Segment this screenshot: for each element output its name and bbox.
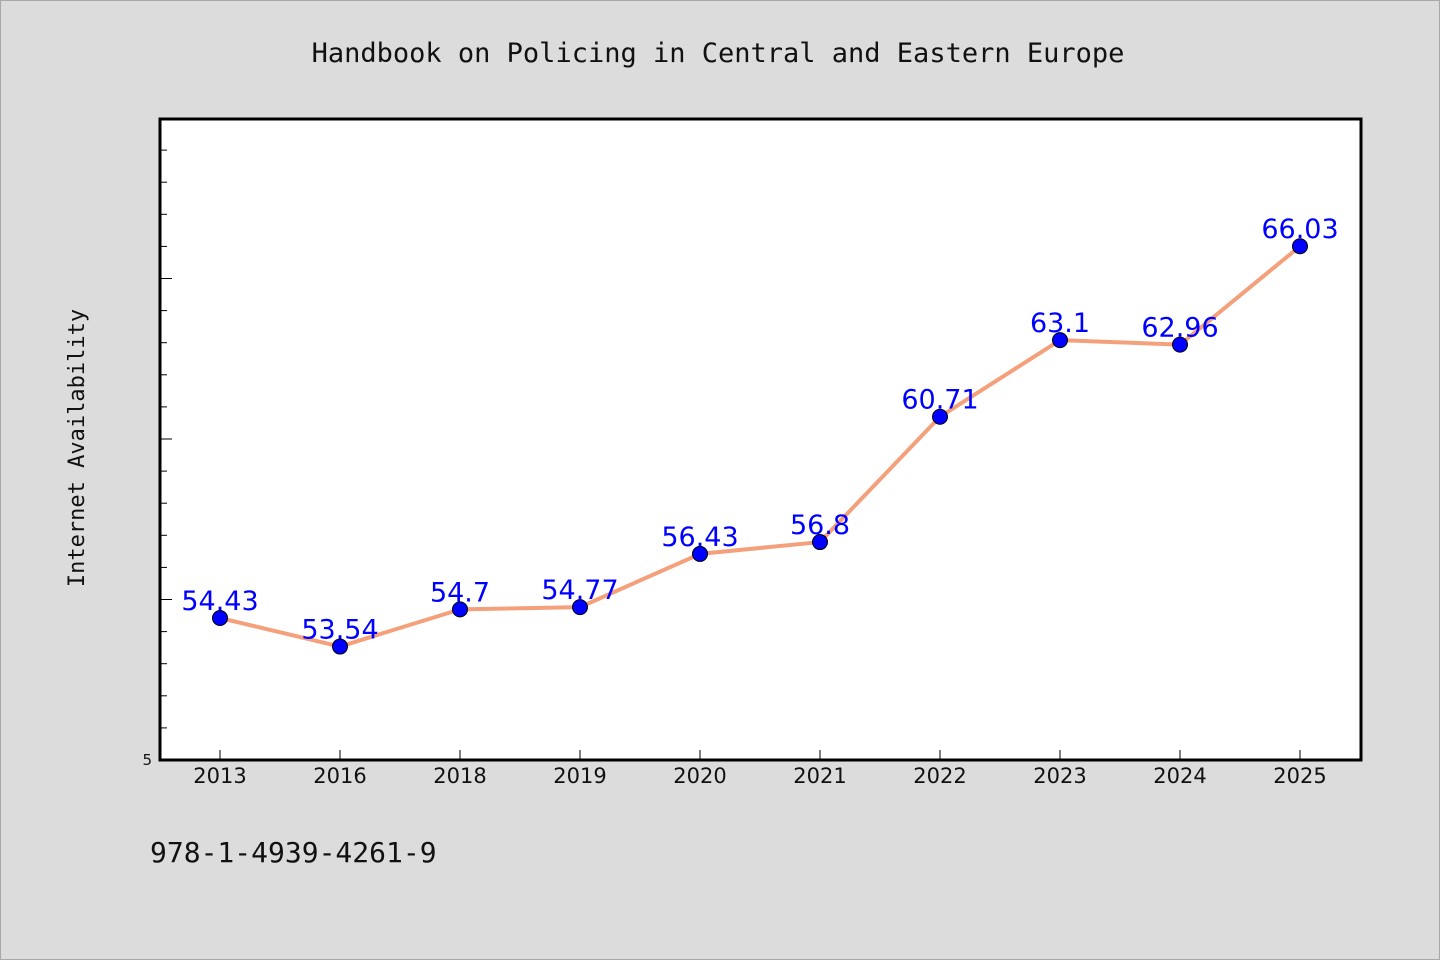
data-label: 60.71 — [901, 385, 978, 416]
data-label: 56.8 — [790, 510, 850, 541]
data-label: 56.43 — [661, 522, 738, 553]
chart-title: Handbook on Policing in Central and East… — [312, 38, 1125, 69]
data-point — [332, 638, 348, 655]
data-point — [932, 408, 948, 425]
x-tick-label: 2019 — [553, 764, 606, 788]
data-point — [1052, 332, 1068, 349]
y-axis-label: Internet Availability — [65, 309, 90, 587]
x-tick-label: 2022 — [913, 764, 966, 788]
data-label: 53.54 — [301, 615, 378, 646]
data-label: 54.43 — [181, 586, 258, 617]
data-point — [1172, 336, 1188, 353]
data-point — [812, 534, 828, 551]
data-point — [212, 610, 228, 627]
y-axis-ticks: 5 — [142, 149, 172, 769]
data-point — [692, 545, 708, 562]
data-label: 62.96 — [1141, 313, 1218, 344]
x-tick-label: 2025 — [1273, 764, 1326, 788]
data-label: 66.03 — [1261, 214, 1338, 245]
x-tick-label: 2024 — [1153, 764, 1206, 788]
x-tick-label: 2023 — [1033, 764, 1086, 788]
data-label: 63.1 — [1030, 308, 1090, 339]
data-labels: 54.43 53.54 54.7 54.77 56.43 56.8 60.71 63.1 62.… — [181, 214, 1338, 645]
x-tick-label: 2020 — [673, 764, 726, 788]
y-tick-label: 5 — [142, 751, 152, 769]
data-point — [452, 601, 468, 618]
footer-isbn: 978-1-4939-4261-9 — [150, 836, 437, 869]
data-label: 54.7 — [430, 577, 490, 608]
data-point — [1292, 238, 1308, 255]
data-label: 54.77 — [541, 575, 618, 606]
series-line-group — [212, 238, 1308, 655]
series-line — [218, 244, 1302, 649]
plot-area — [158, 117, 1363, 762]
data-point — [572, 599, 588, 616]
x-tick-label: 2013 — [193, 764, 246, 788]
x-tick-label: 2016 — [313, 764, 366, 788]
x-tick-label: 2018 — [433, 764, 486, 788]
x-axis-ticks: 2013 2016 2018 2019 2020 2021 2022 2023 2024 2025 — [193, 750, 1327, 788]
x-tick-label: 2021 — [793, 764, 846, 788]
